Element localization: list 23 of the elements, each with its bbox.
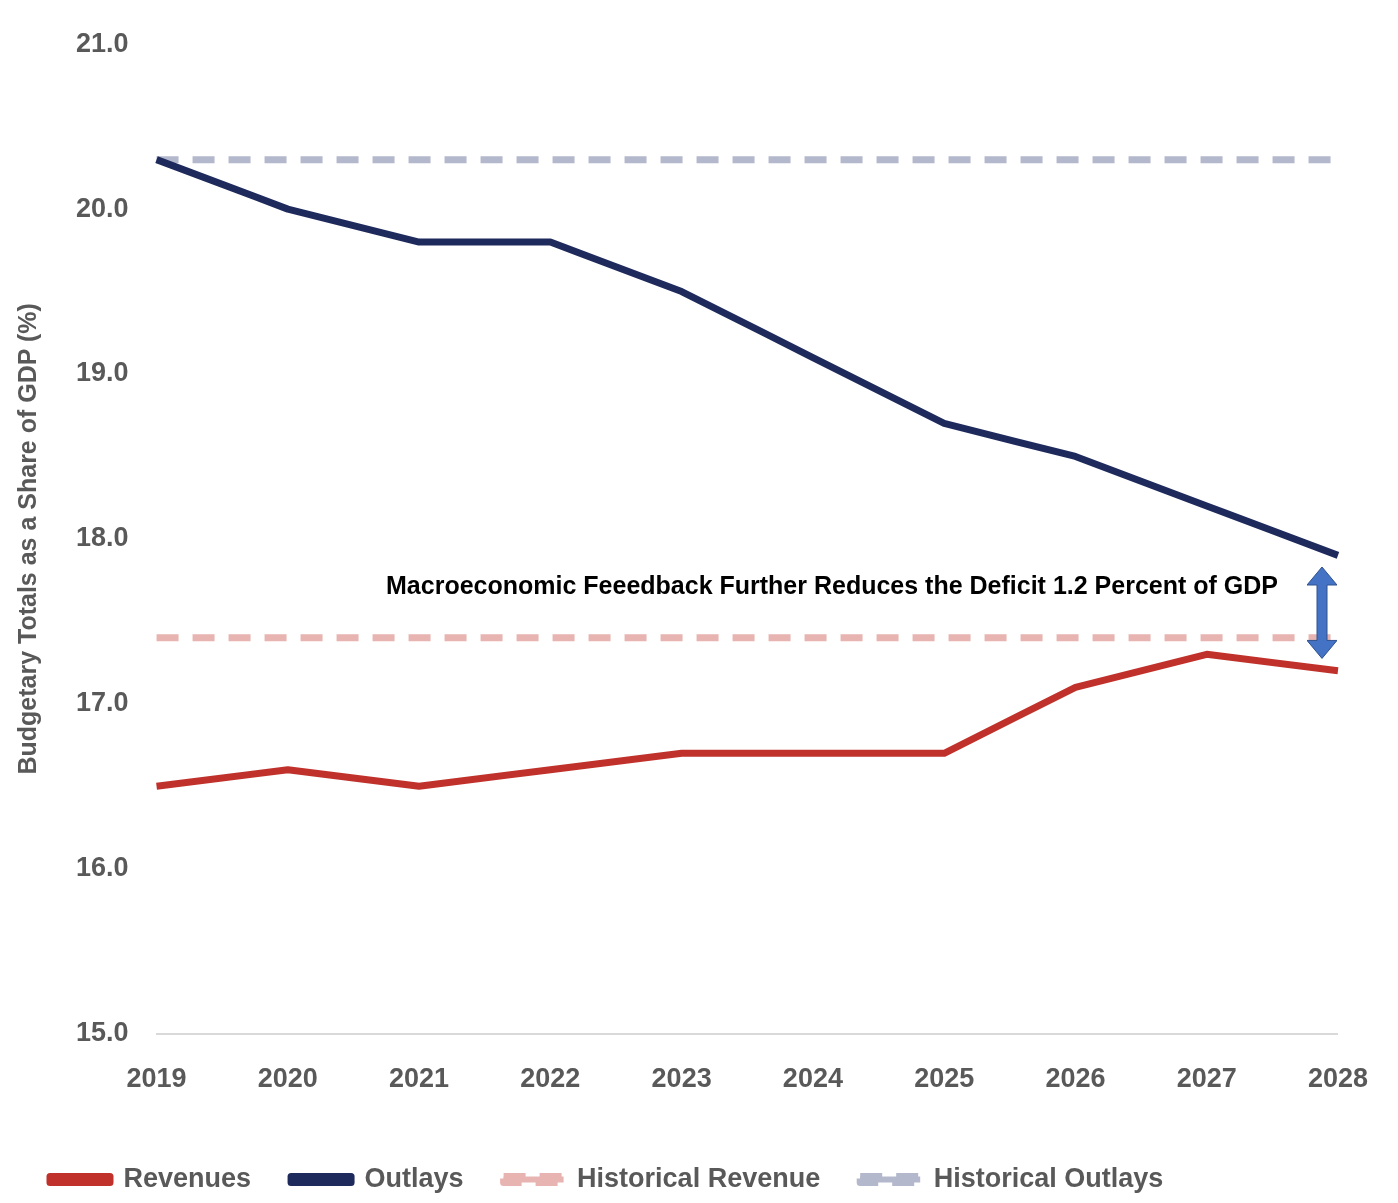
- y-axis-title: Budgetary Totals as a Share of GDP (%): [12, 303, 41, 775]
- y-tick-label: 16.0: [75, 852, 129, 883]
- x-tick-label: 2019: [126, 1063, 187, 1094]
- annotation: Macroeconomic Feeedback Further Reduces the Deficit 1.2 Percent of GDP: [386, 571, 1278, 600]
- x-tick-label: 2025: [914, 1063, 975, 1094]
- legend-label: Outlays: [364, 1162, 464, 1193]
- x-tick-label: 2023: [651, 1063, 712, 1094]
- x-tick-label: 2028: [1307, 1063, 1369, 1094]
- legend-label: Revenues: [123, 1162, 252, 1193]
- x-tick-label: 2020: [257, 1063, 318, 1094]
- y-tick-label: 19.0: [75, 357, 129, 388]
- y-tick-label: 17.0: [75, 687, 129, 718]
- y-tick-label: 15.0: [75, 1017, 129, 1048]
- x-tick-label: 2027: [1176, 1063, 1237, 1094]
- legend-label: Historical Outlays: [933, 1162, 1164, 1193]
- x-tick-label: 2026: [1045, 1063, 1106, 1094]
- y-tick-label: 18.0: [75, 522, 129, 553]
- x-tick-label: 2021: [389, 1063, 450, 1094]
- x-tick-label: 2022: [520, 1063, 581, 1094]
- legend-label: Historical Revenue: [577, 1162, 821, 1193]
- y-tick-label: 21.0: [75, 27, 129, 58]
- x-tick-label: 2024: [782, 1063, 843, 1094]
- y-tick-label: 20.0: [75, 192, 129, 223]
